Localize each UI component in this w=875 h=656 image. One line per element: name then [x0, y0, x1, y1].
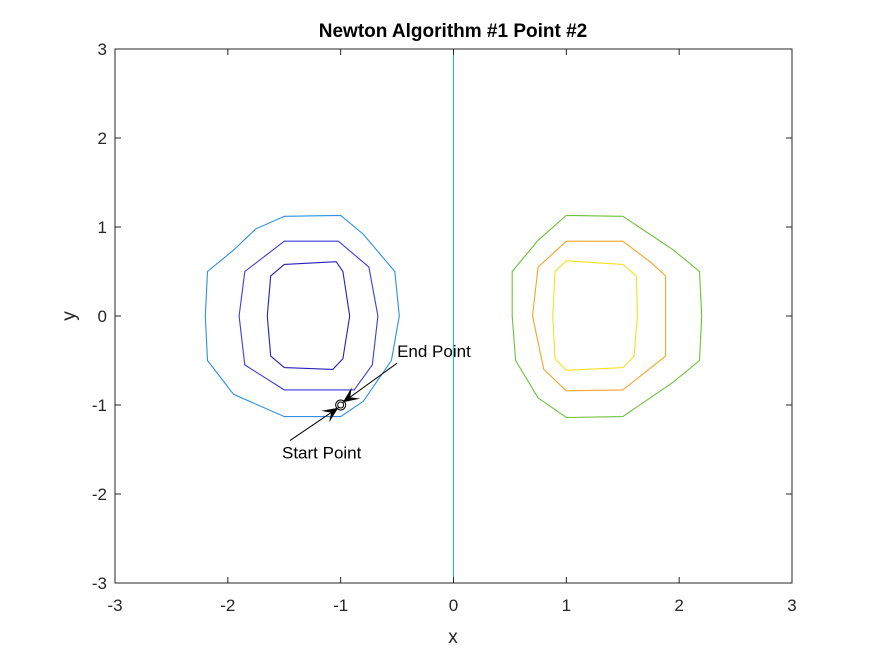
axis-ticks: -3 -2 -1 0 1 2 3 -3 -2 -1 0 1 2 3 — [92, 40, 797, 615]
x-tick-label: 2 — [674, 596, 683, 615]
y-tick-label: -3 — [92, 574, 107, 593]
x-tick-label: 1 — [562, 596, 571, 615]
contour-lines — [204, 49, 703, 583]
annotation-label-2: Start Point — [282, 443, 362, 462]
annotation-arrow-line-1 — [342, 362, 398, 403]
contour-line-7 — [552, 260, 638, 371]
x-tick-label: 0 — [449, 596, 458, 615]
annotation-arrowhead-1 — [342, 387, 360, 403]
start-point-marker — [335, 399, 347, 411]
contour-line-3 — [204, 214, 400, 418]
contour-line-5 — [511, 214, 703, 419]
x-tick-label: -3 — [107, 596, 122, 615]
x-axis-label: x — [448, 627, 458, 648]
x-tick-label: 3 — [787, 596, 796, 615]
annotation-arrow-line-2 — [289, 407, 339, 442]
y-axis-label: y — [59, 311, 80, 321]
y-tick-label: -1 — [92, 396, 107, 415]
annotation-arrowhead-2 — [321, 407, 339, 423]
y-tick-label: -2 — [92, 485, 107, 504]
x-tick-label: -1 — [333, 596, 348, 615]
annotations: End Point Start Point — [282, 342, 471, 462]
chart-title: Newton Algorithm #1 Point #2 — [319, 21, 588, 42]
y-tick-label: 3 — [98, 40, 107, 59]
contour-line-2 — [238, 240, 379, 391]
end-point-marker — [337, 401, 345, 409]
y-tick-label: 0 — [98, 307, 107, 326]
y-tick-label: 1 — [98, 218, 107, 237]
y-tick-label: 2 — [98, 129, 107, 148]
x-tick-label: -2 — [220, 596, 235, 615]
annotation-label-1: End Point — [397, 342, 471, 361]
contour-line-1 — [266, 261, 351, 370]
contour-line-6 — [531, 240, 667, 392]
